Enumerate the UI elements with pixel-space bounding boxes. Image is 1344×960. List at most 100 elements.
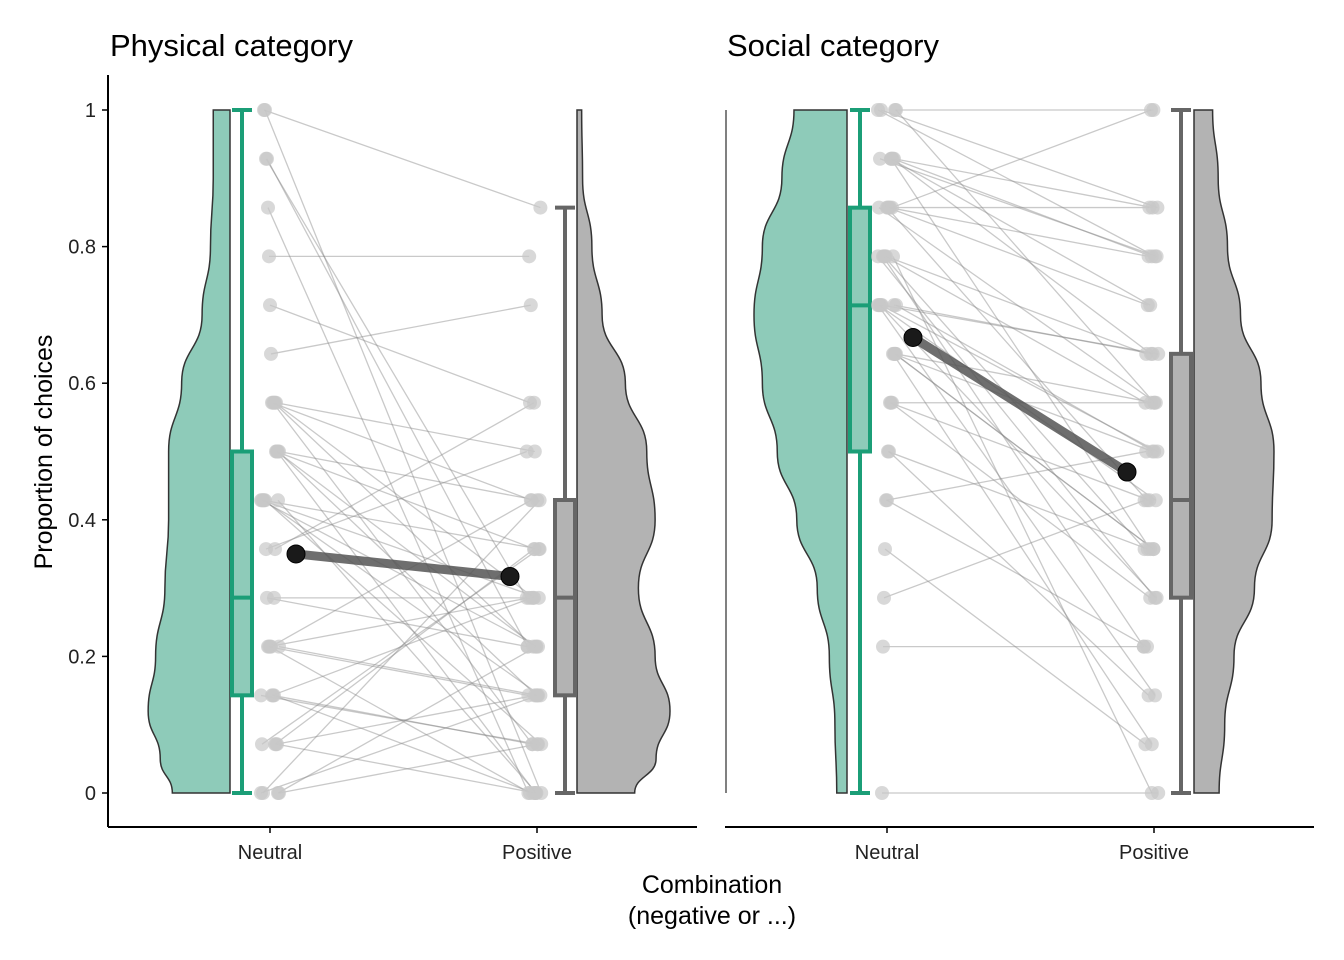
violin-neutral	[753, 109, 848, 794]
subject-line	[892, 353, 1153, 745]
y-tick-label: 0	[85, 783, 96, 805]
mean-point-neutral	[903, 327, 923, 347]
mean-point-positive	[500, 566, 520, 586]
y-tick-label: 0.4	[68, 510, 96, 532]
subject-dot-neutral	[256, 786, 270, 800]
subject-line	[260, 694, 539, 745]
subject-line	[895, 304, 1155, 453]
subject-dot-neutral	[261, 639, 275, 654]
subject-dot-positive	[531, 737, 545, 752]
subject-dot-neutral	[269, 395, 283, 410]
subject-line	[266, 597, 528, 648]
subject-line	[278, 646, 538, 697]
box-iqr	[230, 449, 254, 698]
subject-line	[880, 109, 1158, 209]
subject-dot-neutral	[265, 688, 279, 703]
subject-dot-neutral	[875, 786, 889, 800]
subject-dot-neutral	[872, 200, 886, 215]
subject-line	[275, 450, 536, 550]
subject-line	[273, 402, 534, 648]
subject-line	[879, 304, 1158, 599]
panel-physical: Physical category 0 0.2 0.4 0.6 0.8 1 Neutral Po…	[68, 28, 697, 864]
subject-line	[275, 694, 535, 745]
subject-dot-neutral	[887, 298, 901, 313]
subject-line	[888, 206, 1149, 257]
subject-line	[270, 304, 531, 355]
y-tick-label: 0.6	[68, 373, 96, 395]
subject-lines	[260, 109, 542, 794]
y-axis-label: Proportion of choices	[30, 335, 58, 570]
subject-dot-neutral	[254, 493, 268, 508]
subject-dot-positive	[1143, 298, 1158, 313]
subject-dot-positive	[1150, 200, 1165, 215]
subject-line	[261, 499, 540, 599]
subject-dot-positive	[532, 493, 547, 508]
subject-dot-neutral	[888, 346, 902, 361]
subject-dot-positive	[529, 786, 544, 800]
subject-dot-positive	[1146, 542, 1161, 557]
subject-dot-neutral	[878, 542, 892, 557]
y-tick-label: 1	[85, 100, 96, 122]
subject-line	[261, 548, 540, 745]
subject-dot-positive	[1145, 346, 1160, 361]
subject-dot-positive	[528, 639, 543, 654]
subject-line	[277, 646, 537, 794]
subject-dot-positive	[1138, 737, 1153, 752]
subject-line	[260, 694, 539, 794]
subject-line	[877, 304, 1156, 696]
subject-line	[882, 255, 1145, 648]
violin-positive	[576, 109, 671, 794]
x-axis-label-line2: (negative or ...)	[628, 902, 796, 930]
subject-dot-neutral	[877, 590, 891, 605]
box-iqr	[1169, 351, 1193, 600]
subject-dot-neutral	[271, 493, 285, 508]
x-tick-label-positive: Positive	[502, 842, 572, 864]
subject-line	[894, 353, 1154, 550]
mean-line	[910, 333, 1130, 476]
subject-dot-neutral	[270, 444, 284, 459]
subject-lines	[877, 109, 1159, 794]
subject-line	[884, 255, 1146, 404]
subject-line	[264, 109, 542, 794]
subject-line	[266, 158, 529, 647]
subject-line	[278, 450, 538, 501]
x-tick-label-neutral: Neutral	[855, 842, 919, 864]
subject-line	[889, 402, 1150, 501]
mean-line	[295, 549, 511, 581]
subject-dot-neutral	[876, 639, 890, 654]
subject-dot-neutral	[879, 493, 893, 508]
subject-line	[892, 158, 1153, 257]
subject-line	[263, 499, 541, 696]
subject-dot-neutral	[883, 395, 897, 410]
subject-line	[274, 402, 535, 599]
subject-dot-neutral	[268, 737, 282, 752]
subject-dot-neutral	[261, 200, 275, 215]
subject-line	[894, 353, 1154, 550]
subject-dot-positive	[522, 249, 537, 264]
subject-line	[274, 402, 535, 550]
subject-dot-neutral	[264, 346, 278, 361]
subject-line	[880, 304, 1158, 453]
subject-line	[277, 451, 537, 696]
x-tick-label-neutral: Neutral	[238, 842, 302, 864]
subject-line	[878, 207, 1157, 404]
subject-line	[269, 304, 531, 404]
panel-title: Physical category	[110, 28, 353, 63]
subject-line	[268, 597, 530, 648]
violin-neutral	[147, 109, 231, 794]
subject-line	[272, 694, 533, 745]
subject-line	[895, 353, 1155, 404]
subject-dot-positive	[1144, 786, 1159, 800]
subject-dot-neutral	[263, 298, 277, 313]
subject-line	[274, 548, 535, 745]
subject-dot-positive	[523, 298, 538, 313]
boxplot-neutral	[848, 108, 872, 795]
subject-line	[879, 158, 1157, 257]
subject-line	[265, 158, 528, 599]
subject-line	[885, 255, 1147, 355]
box-iqr	[848, 205, 872, 454]
subject-line	[262, 499, 541, 794]
subject-line	[273, 694, 534, 794]
subject-line	[890, 158, 1151, 306]
